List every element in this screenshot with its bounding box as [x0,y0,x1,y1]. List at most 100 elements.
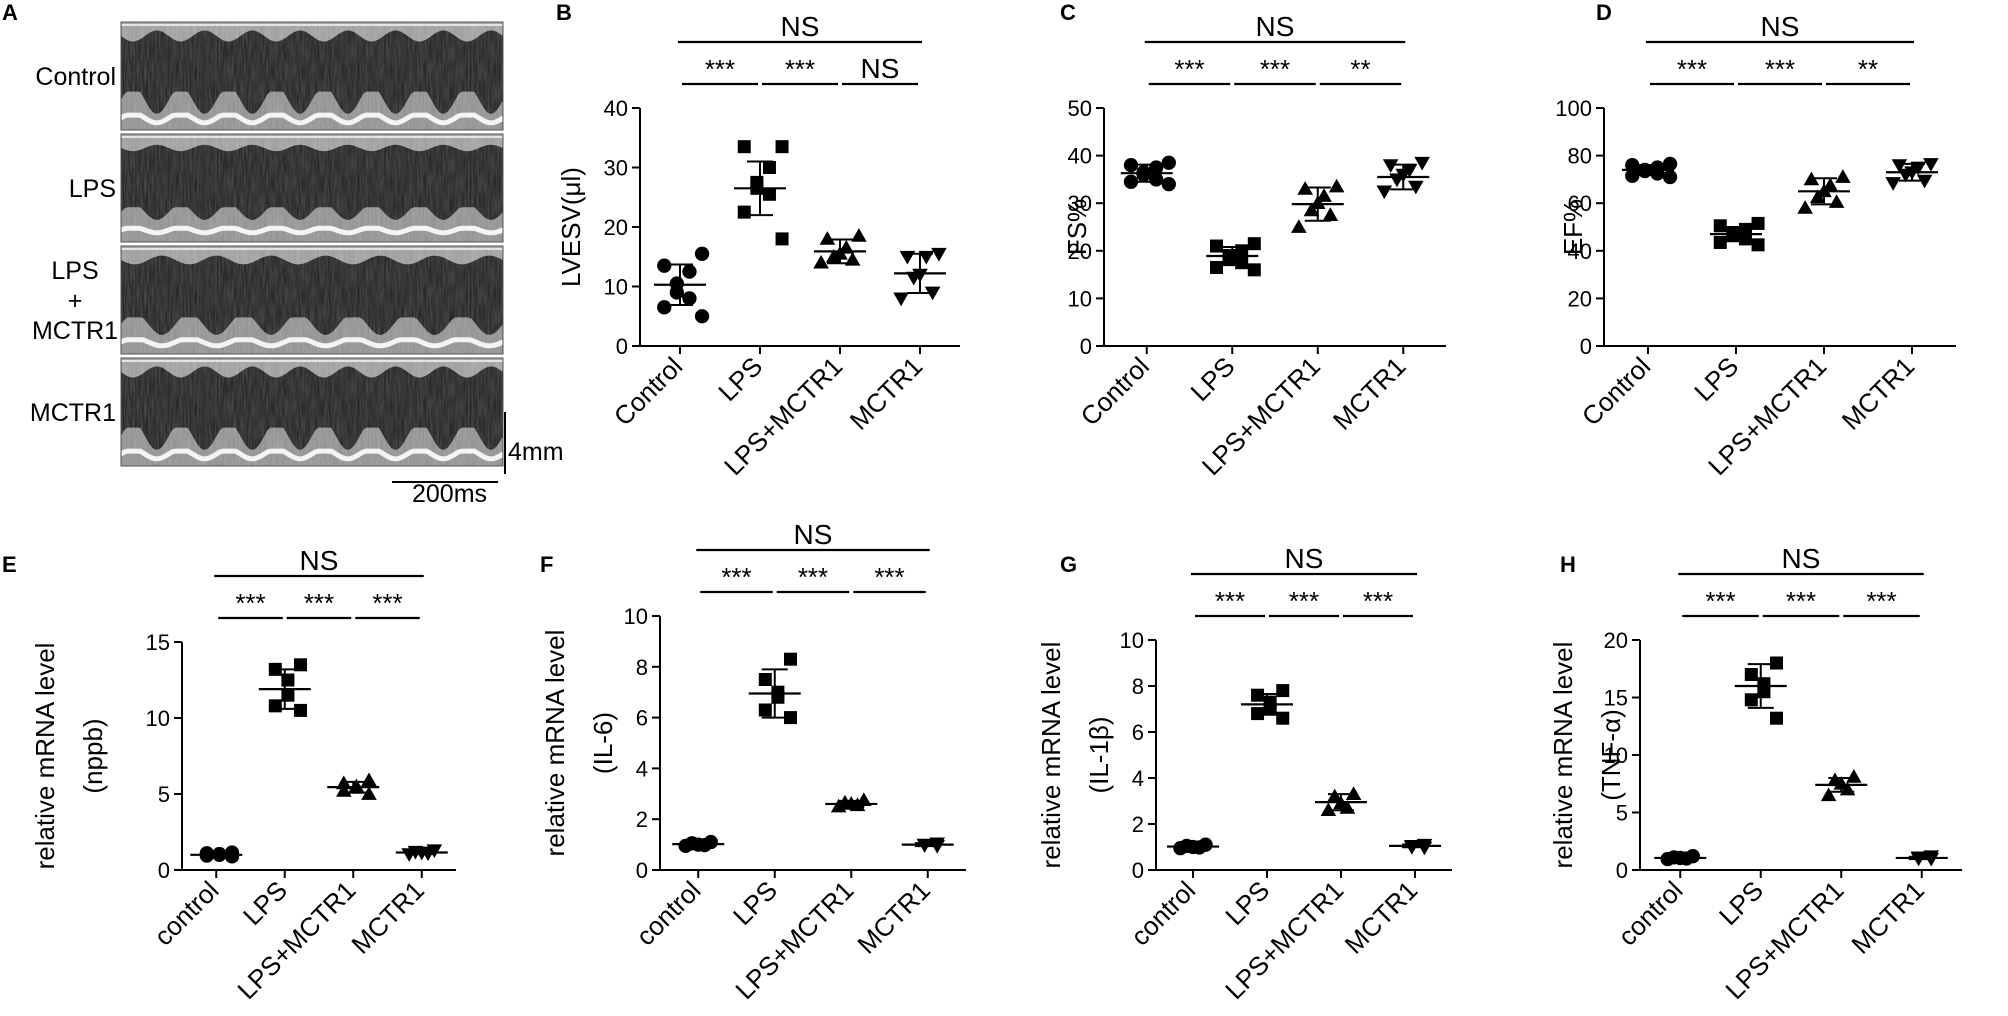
significance-label: NS [861,53,900,84]
panel-letter-e: E [2,552,17,577]
scale-bar-horizontal-label: 200ms [412,480,487,508]
data-point [1650,166,1665,181]
data-point [1923,158,1939,172]
data-point [361,772,377,787]
data-point [694,246,710,261]
x-category-label: control [1125,875,1201,951]
data-point [775,140,789,154]
data-point [1751,238,1765,252]
x-category-label: LPS [712,351,768,407]
significance-label: ** [1858,54,1878,84]
y-tick-label: 15 [1604,686,1628,711]
data-point [1161,155,1176,170]
x-category-label: Control [608,351,688,431]
data-point [1123,157,1139,173]
data-point [905,271,922,286]
y-tick-label: 2 [636,807,648,832]
data-point [361,786,377,800]
significance-label: *** [1705,586,1735,616]
data-point [1123,174,1139,189]
significance-label: *** [1677,54,1707,84]
data-point [813,254,829,269]
x-category-label: MCTR1 [844,351,929,436]
data-point [1797,200,1813,214]
echo-image [120,133,504,243]
x-category-label: MCTR1 [1327,351,1412,436]
y-tick-label: 5 [158,782,170,807]
significance-label: NS [1761,11,1800,42]
significance-label: NS [1285,543,1324,574]
echo-image [120,245,504,355]
y-tick-label: 60 [1568,191,1592,216]
significance-label: *** [1363,586,1393,616]
data-point [931,247,947,262]
y-tick-label: 80 [1568,144,1592,169]
significance-label: *** [1786,586,1816,616]
data-point [1161,177,1176,192]
significance-label: *** [785,54,815,84]
significance-label: NS [781,11,820,42]
x-category-label: LPS [1713,875,1769,931]
x-category-label: LPS [1219,875,1275,931]
data-point [281,688,295,702]
y-tick-label: 20 [604,215,628,240]
data-point [825,248,842,263]
x-category-label: control [148,875,224,951]
significance-label: NS [1782,543,1821,574]
y-axis-title: (nppb) [78,718,108,793]
data-point [1770,711,1783,725]
y-axis-title: LVESV(μl) [556,167,586,287]
echo-row-label: + [68,287,83,315]
echo-image [120,21,504,131]
x-category-label: MCTR1 [345,875,430,960]
data-point [1247,263,1261,277]
x-category-label: control [1612,875,1688,951]
data-point [682,291,697,306]
data-point [758,703,772,717]
data-point [1713,235,1727,249]
data-point [1770,656,1783,670]
x-category-label: Control [1576,351,1656,431]
data-point [1625,157,1640,173]
echo-row-label: Control [35,63,116,91]
y-tick-label: 6 [636,706,648,731]
data-point [281,673,295,687]
y-tick-label: 30 [604,156,628,181]
panel-letter-d: D [1596,0,1612,25]
data-point [1713,219,1727,233]
data-point [1751,216,1765,230]
y-tick-label: 4 [636,756,648,781]
y-axis-title: relative mRNA level [540,630,570,857]
data-point [1210,260,1223,274]
data-point [762,161,776,174]
echo-image-rows [120,21,504,467]
x-category-label: Control [1075,351,1155,431]
y-axis-title: relative mRNA level [1548,642,1578,869]
y-tick-label: 0 [1080,334,1092,359]
y-tick-label: 0 [1132,858,1144,883]
data-point [775,232,789,246]
data-point [294,703,307,717]
echo-row-label: LPS [51,257,98,285]
y-tick-label: 20 [1604,628,1628,653]
data-point [1322,207,1339,221]
y-tick-label: 0 [636,858,648,883]
panel-letter-g: G [1060,552,1077,577]
x-category-label: LPS [1688,351,1744,407]
data-point [1222,251,1236,265]
significance-label: *** [1289,586,1319,616]
y-axis-title: (TNF-α) [1596,709,1626,801]
significance-label: *** [1215,586,1245,616]
x-category-label: MCTR1 [1339,875,1424,960]
significance-label: NS [300,545,339,576]
data-point [1726,228,1740,242]
data-point [1846,769,1862,783]
data-point [669,285,684,300]
data-point [1291,219,1307,233]
data-point [784,652,797,666]
panel-letter-b: B [556,0,572,25]
y-axis-title: FS% [1062,199,1092,255]
